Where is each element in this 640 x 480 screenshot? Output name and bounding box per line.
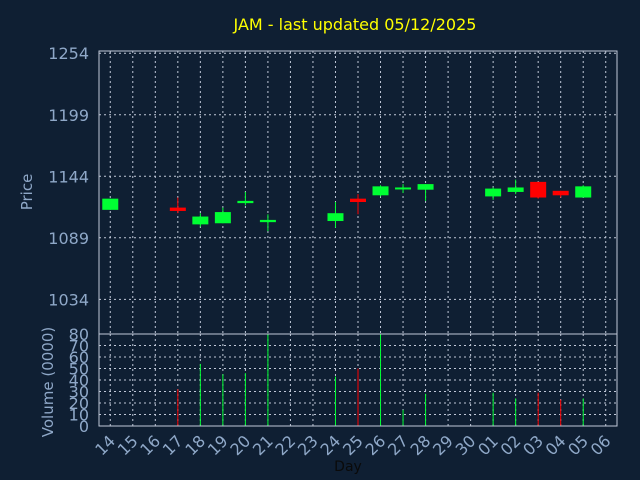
candle-body — [507, 187, 524, 192]
candle-body — [169, 207, 186, 211]
volume-tick-label: 50 — [69, 360, 89, 379]
volume-axis-label: Volume (0000) — [39, 327, 57, 437]
candles — [102, 179, 592, 232]
volume-tick-label: 60 — [69, 348, 89, 367]
candle-body — [485, 188, 502, 197]
candle-body — [417, 184, 434, 190]
candle-body — [214, 212, 231, 224]
volume-tick-label: 40 — [69, 371, 89, 390]
volume-tick-label: 70 — [69, 337, 89, 356]
price-tick-label: 1254 — [48, 44, 89, 63]
chart-title: JAM - last updated 05/12/2025 — [233, 15, 477, 34]
volume-tick-label: 0 — [79, 417, 89, 436]
candle-body — [530, 181, 547, 198]
candle-body — [192, 216, 209, 225]
price-tick-labels: 1034 1089 1144 1199 1254 — [48, 44, 89, 309]
day-tick-label: 06 — [587, 431, 615, 459]
volume-plot-frame — [98, 333, 618, 427]
volume-tick-label: 80 — [69, 325, 89, 344]
candle-body — [259, 219, 276, 223]
candle-body — [372, 186, 389, 196]
price-tick-label: 1034 — [48, 290, 89, 309]
candle-body — [237, 200, 254, 204]
price-tick-label: 1144 — [48, 167, 89, 186]
day-tick-labels: 1415161718192021222324252627282930010203… — [91, 431, 614, 459]
x-axis-label: Day — [334, 459, 362, 475]
volume-tick-label: 20 — [69, 394, 89, 413]
candle-body — [395, 187, 412, 190]
y-axis-label: Price — [18, 174, 36, 211]
volume-bars — [177, 334, 584, 426]
candle-body — [327, 213, 344, 222]
candle-body — [552, 190, 569, 196]
price-tick-label: 1089 — [48, 229, 89, 248]
candle-body — [102, 198, 119, 210]
candle-body — [350, 198, 366, 203]
candle-body — [575, 186, 592, 198]
volume-tick-label: 30 — [69, 383, 89, 402]
volume-tick-label: 10 — [69, 406, 89, 425]
price-tick-label: 1199 — [48, 106, 89, 125]
